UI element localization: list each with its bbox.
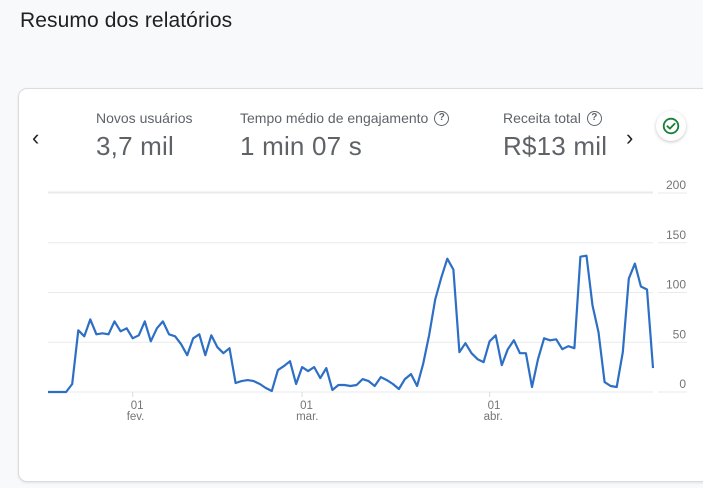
page-title: Resumo dos relatórios: [20, 9, 233, 32]
metric-value: 3,7 mil: [96, 131, 174, 161]
help-icon[interactable]: ?: [586, 110, 602, 126]
help-icon[interactable]: ?: [434, 110, 450, 126]
metric-total-revenue[interactable]: Receita total? R$13 mil: [503, 109, 607, 162]
metric-avg-engagement-time[interactable]: Tempo médio de engajamento? 1 min 07 s: [240, 109, 450, 162]
x-axis-month-label: fev.: [127, 411, 145, 423]
metric-value: R$13 mil: [503, 131, 608, 161]
data-line: [48, 254, 655, 394]
metric-label: Novos usuários: [96, 110, 193, 126]
y-axis-label: 100: [666, 278, 686, 292]
x-axis-month-label: mar.: [296, 411, 318, 423]
previous-metrics-button[interactable]: ‹: [32, 125, 40, 150]
x-axis-month-label: abr.: [484, 411, 503, 423]
status-check-button[interactable]: [656, 111, 686, 141]
y-axis-label: 200: [666, 178, 686, 192]
metric-new-users[interactable]: Novos usuários 3,7 mil: [96, 109, 193, 162]
x-axis-day-label: 01: [488, 400, 501, 412]
check-circle-icon: [662, 117, 680, 135]
metric-label: Receita total: [503, 110, 581, 126]
y-axis-label: 150: [666, 228, 686, 242]
metric-value: 1 min 07 s: [240, 131, 362, 161]
next-metrics-button[interactable]: ›: [626, 125, 634, 150]
report-summary-card: ‹ Novos usuários 3,7 mil Tempo médio de …: [18, 88, 703, 482]
metric-label: Tempo médio de engajamento: [240, 110, 429, 126]
y-axis-label: 0: [679, 377, 686, 391]
x-axis-day-label: 01: [131, 400, 144, 412]
x-axis-day-label: 01: [300, 400, 313, 412]
y-axis-label: 50: [673, 327, 687, 341]
